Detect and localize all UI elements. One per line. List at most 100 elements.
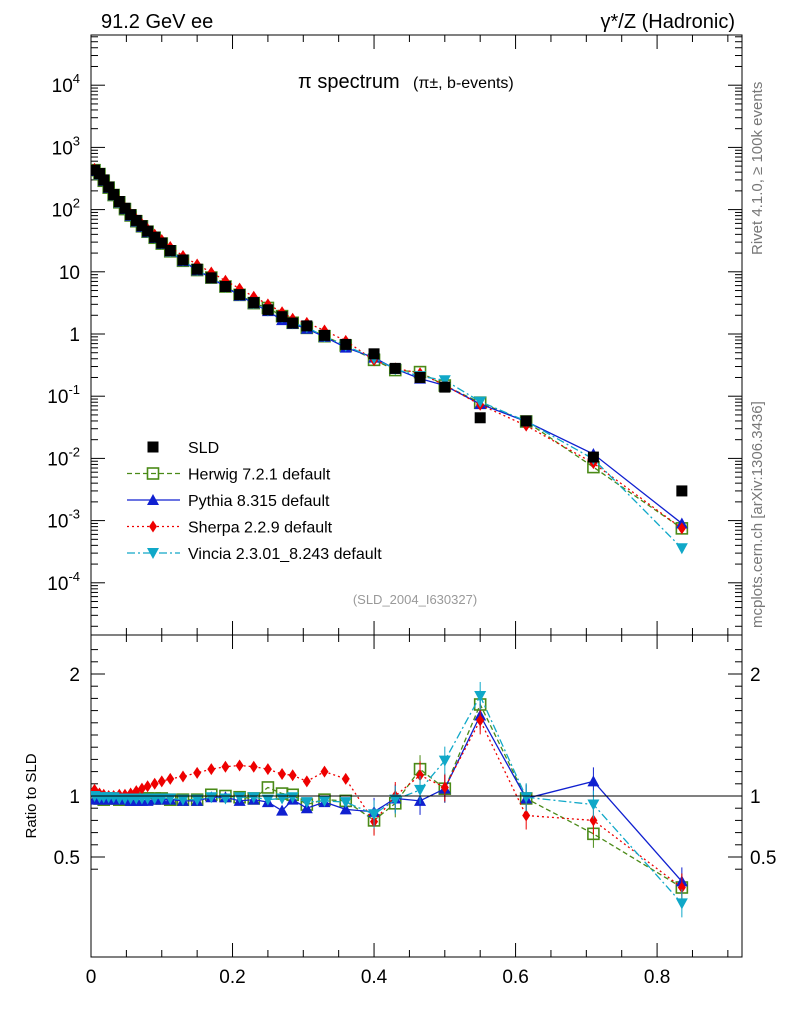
ratio-point-sherpa xyxy=(416,769,425,782)
legend-label-pythia: Pythia 8.315 default xyxy=(188,493,330,510)
ratio-point-sherpa xyxy=(249,760,258,773)
sld-data-point xyxy=(205,272,217,284)
ratio-point-sherpa xyxy=(522,809,531,822)
ratio-point-sherpa xyxy=(341,772,350,785)
ratio-point-sherpa xyxy=(235,759,244,772)
y-tick-label: 102 xyxy=(52,196,80,222)
ratio-point-sherpa xyxy=(677,881,686,894)
legend-marker-sld xyxy=(147,441,159,453)
ratio-point-vincia xyxy=(300,797,313,809)
ratio-point-sherpa xyxy=(178,770,187,783)
sld-data-point xyxy=(219,281,231,293)
ratio-y-axis-label: Ratio to SLD xyxy=(23,753,40,838)
sld-data-point xyxy=(108,188,120,200)
ratio-point-sherpa xyxy=(166,772,175,785)
main-point-vincia xyxy=(474,396,487,408)
ratio-axis-ticks xyxy=(90,635,742,957)
ratio-point-vincia xyxy=(176,794,189,806)
ratio-point-pythia xyxy=(587,775,600,787)
ratio-y-tick-label: 0.5 xyxy=(54,848,80,869)
y-tick-label: 104 xyxy=(52,71,80,97)
legend-marker-pythia xyxy=(147,494,159,505)
ratio-point-sherpa xyxy=(143,780,152,793)
ratio-point-vincia xyxy=(318,795,331,807)
ratio-point-sherpa xyxy=(440,781,449,794)
plot-subtitle: (π±, b-events) xyxy=(413,75,514,92)
ratio-point-sherpa xyxy=(589,814,598,827)
y-tick-label: 10 xyxy=(59,263,80,284)
ratio-point-vincia xyxy=(389,794,402,806)
ratio-point-sherpa xyxy=(263,763,272,776)
sld-data-point xyxy=(587,451,599,463)
ratio-y-tick-label: 1 xyxy=(750,787,761,808)
ratio-point-sherpa xyxy=(221,760,230,773)
legend-marker-vincia xyxy=(147,548,159,559)
legend: SLD Herwig 7.2.1 default Pythia 8.315 defa… xyxy=(127,440,382,563)
ratio-point-vincia xyxy=(438,755,451,767)
sld-data-point xyxy=(234,289,246,301)
sld-data-point xyxy=(520,415,532,427)
sld-data-point xyxy=(103,181,115,193)
sld-data-point xyxy=(301,320,313,332)
ratio-point-sherpa xyxy=(137,782,146,795)
x-tick-label: 0.8 xyxy=(644,967,670,988)
ratio-point-sherpa xyxy=(278,768,287,781)
ratio-point-sherpa xyxy=(288,769,297,782)
ratio-point-herwig xyxy=(261,781,275,794)
sld-data-point xyxy=(276,311,288,323)
y-tick-label: 10-2 xyxy=(47,444,80,470)
main-series-line-vincia xyxy=(94,169,683,549)
sld-data-point xyxy=(319,329,331,341)
ratio-point-sherpa xyxy=(150,777,159,790)
sld-data-point xyxy=(676,485,688,497)
ratio-point-vincia xyxy=(191,794,204,806)
ratio-point-vincia xyxy=(587,799,600,811)
ratio-y-tick-labels: 0.5 0.5 1 1 2 2 xyxy=(54,665,777,869)
analysis-id-label: (SLD_2004_I630327) xyxy=(353,592,477,607)
sld-data-point xyxy=(164,245,176,257)
sld-data-point xyxy=(191,263,203,275)
sld-data-point xyxy=(439,381,451,393)
plot-title: π spectrum xyxy=(298,71,400,93)
sld-data-point xyxy=(389,362,401,374)
ratio-point-sherpa xyxy=(302,775,311,788)
sld-data-point xyxy=(287,317,299,329)
sld-data-point xyxy=(414,371,426,383)
sld-data-point xyxy=(156,237,168,249)
main-point-vincia xyxy=(675,543,688,555)
sld-data-point xyxy=(119,202,131,214)
ratio-y-tick-label: 1 xyxy=(69,787,80,808)
process-label: γ*/Z (Hadronic) xyxy=(601,11,735,33)
y-tick-label: 10-3 xyxy=(47,507,80,533)
legend-label-vincia: Vincia 2.3.01_8.243 default xyxy=(188,546,382,563)
rivet-version-label: Rivet 4.1.0, ≥ 100k events xyxy=(749,82,766,255)
main-point-sherpa xyxy=(677,522,686,535)
ratio-point-sherpa xyxy=(476,714,485,727)
mcplots-citation: mcplots.cern.ch [arXiv:1306.3436] xyxy=(749,401,766,628)
ratio-point-vincia xyxy=(261,794,274,806)
x-tick-labels: 0 0.2 0.4 0.6 0.8 xyxy=(86,967,671,988)
sld-data-point xyxy=(130,214,142,226)
energy-label: 91.2 GeV ee xyxy=(101,11,213,33)
x-tick-label: 0.6 xyxy=(502,967,528,988)
x-tick-label: 0 xyxy=(86,967,97,988)
x-tick-label: 0.4 xyxy=(361,967,388,988)
ratio-y-tick-label: 2 xyxy=(750,665,761,686)
main-y-tick-labels: 10-4 10-3 10-2 10-1 1 10 102 103 104 xyxy=(47,71,80,595)
ratio-point-sherpa xyxy=(320,765,329,778)
ratio-point-sherpa xyxy=(207,763,216,776)
ratio-point-pythia xyxy=(276,804,289,816)
ratio-point-vincia xyxy=(414,784,427,796)
ratio-point-vincia xyxy=(205,792,218,804)
ratio-point-vincia xyxy=(339,797,352,809)
ratio-y-tick-label: 2 xyxy=(69,665,80,686)
legend-label-sherpa: Sherpa 2.2.9 default xyxy=(188,520,333,537)
main-point-vincia xyxy=(438,375,451,387)
ratio-point-vincia xyxy=(474,690,487,702)
ratio-series-layer xyxy=(91,681,689,918)
ratio-point-vincia xyxy=(233,792,246,804)
y-tick-label: 10-1 xyxy=(47,382,80,408)
ratio-y-tick-label: 0.5 xyxy=(750,848,776,869)
